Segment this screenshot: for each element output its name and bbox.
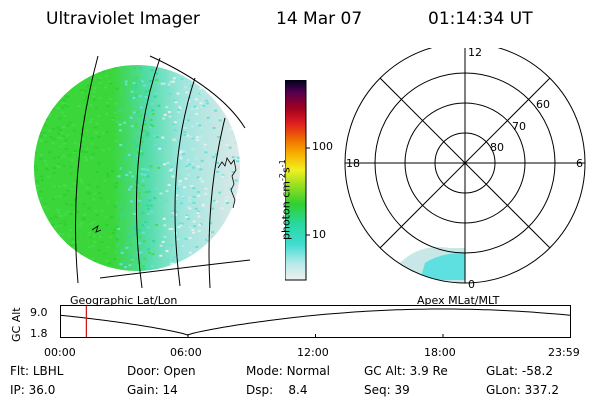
status-flt: Flt: LBHL <box>10 364 64 378</box>
status-ip: IP: 36.0 <box>10 383 56 397</box>
status-glon: GLon: 337.2 <box>486 383 559 397</box>
unit-s: s <box>279 167 293 174</box>
orbit-altitude-plot <box>60 305 571 338</box>
instrument-title: Ultraviolet Imager <box>46 9 200 29</box>
orbit-xtick-2359: 23:59 <box>548 346 580 359</box>
status-door: Door: Open <box>127 364 196 378</box>
polar-grid <box>344 48 586 284</box>
orbit-xtick-1800: 18:00 <box>424 346 456 359</box>
orbit-ytick-max: 9.0 <box>30 306 48 319</box>
coastlines <box>91 157 237 233</box>
mlat-label-60: 60 <box>536 98 550 111</box>
unit-sup-s: -1 <box>278 159 287 168</box>
color-bar <box>285 80 310 281</box>
mlt-label-0: 0 <box>468 278 475 291</box>
geo-caption: Geographic Lat/Lon <box>70 294 178 307</box>
status-mode: Mode: Normal <box>246 364 330 378</box>
image-date: 14 Mar 07 <box>276 9 363 29</box>
aurora-patch <box>390 247 465 283</box>
mlt-label-18: 18 <box>346 157 360 170</box>
unit-sup-cm: -2 <box>278 173 287 182</box>
orbit-xtick-0600: 06:00 <box>170 346 202 359</box>
orbit-ylabel: GC Alt <box>10 307 23 342</box>
mlat-label-80: 80 <box>490 141 504 154</box>
orbit-ytick-min: 1.8 <box>30 327 48 340</box>
orbit-xtick-0000: 00:00 <box>44 346 76 359</box>
geographic-image <box>34 55 251 289</box>
colorbar-tick-10: 10 <box>312 228 326 241</box>
status-gain: Gain: 14 <box>127 383 178 397</box>
unit-base: photon cm <box>279 181 293 240</box>
status-dsp: Dsp: 8.4 <box>246 383 308 397</box>
polar-caption: Apex MLat/MLT <box>417 294 500 307</box>
status-gcalt: GC Alt: 3.9 Re <box>364 364 448 378</box>
longitude-lines <box>75 55 251 289</box>
mlt-label-12: 12 <box>468 46 482 59</box>
orbit-altitude-curve <box>60 308 571 336</box>
image-time: 01:14:34 UT <box>428 9 533 29</box>
polar-plot <box>344 48 586 284</box>
mlt-label-6: 6 <box>576 157 583 170</box>
orbit-xtick-1200: 12:00 <box>297 346 329 359</box>
status-glat: GLat: -58.2 <box>486 364 553 378</box>
colorbar-unit-label: photon cm-2s-1 <box>278 159 293 240</box>
mlat-label-70: 70 <box>512 120 526 133</box>
status-seq: Seq: 39 <box>364 383 410 397</box>
colorbar-tick-100: 100 <box>312 140 333 153</box>
